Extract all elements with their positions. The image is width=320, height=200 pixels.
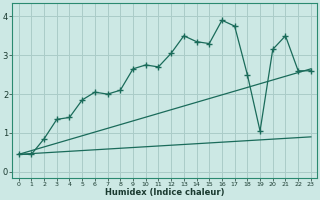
X-axis label: Humidex (Indice chaleur): Humidex (Indice chaleur)	[105, 188, 225, 197]
